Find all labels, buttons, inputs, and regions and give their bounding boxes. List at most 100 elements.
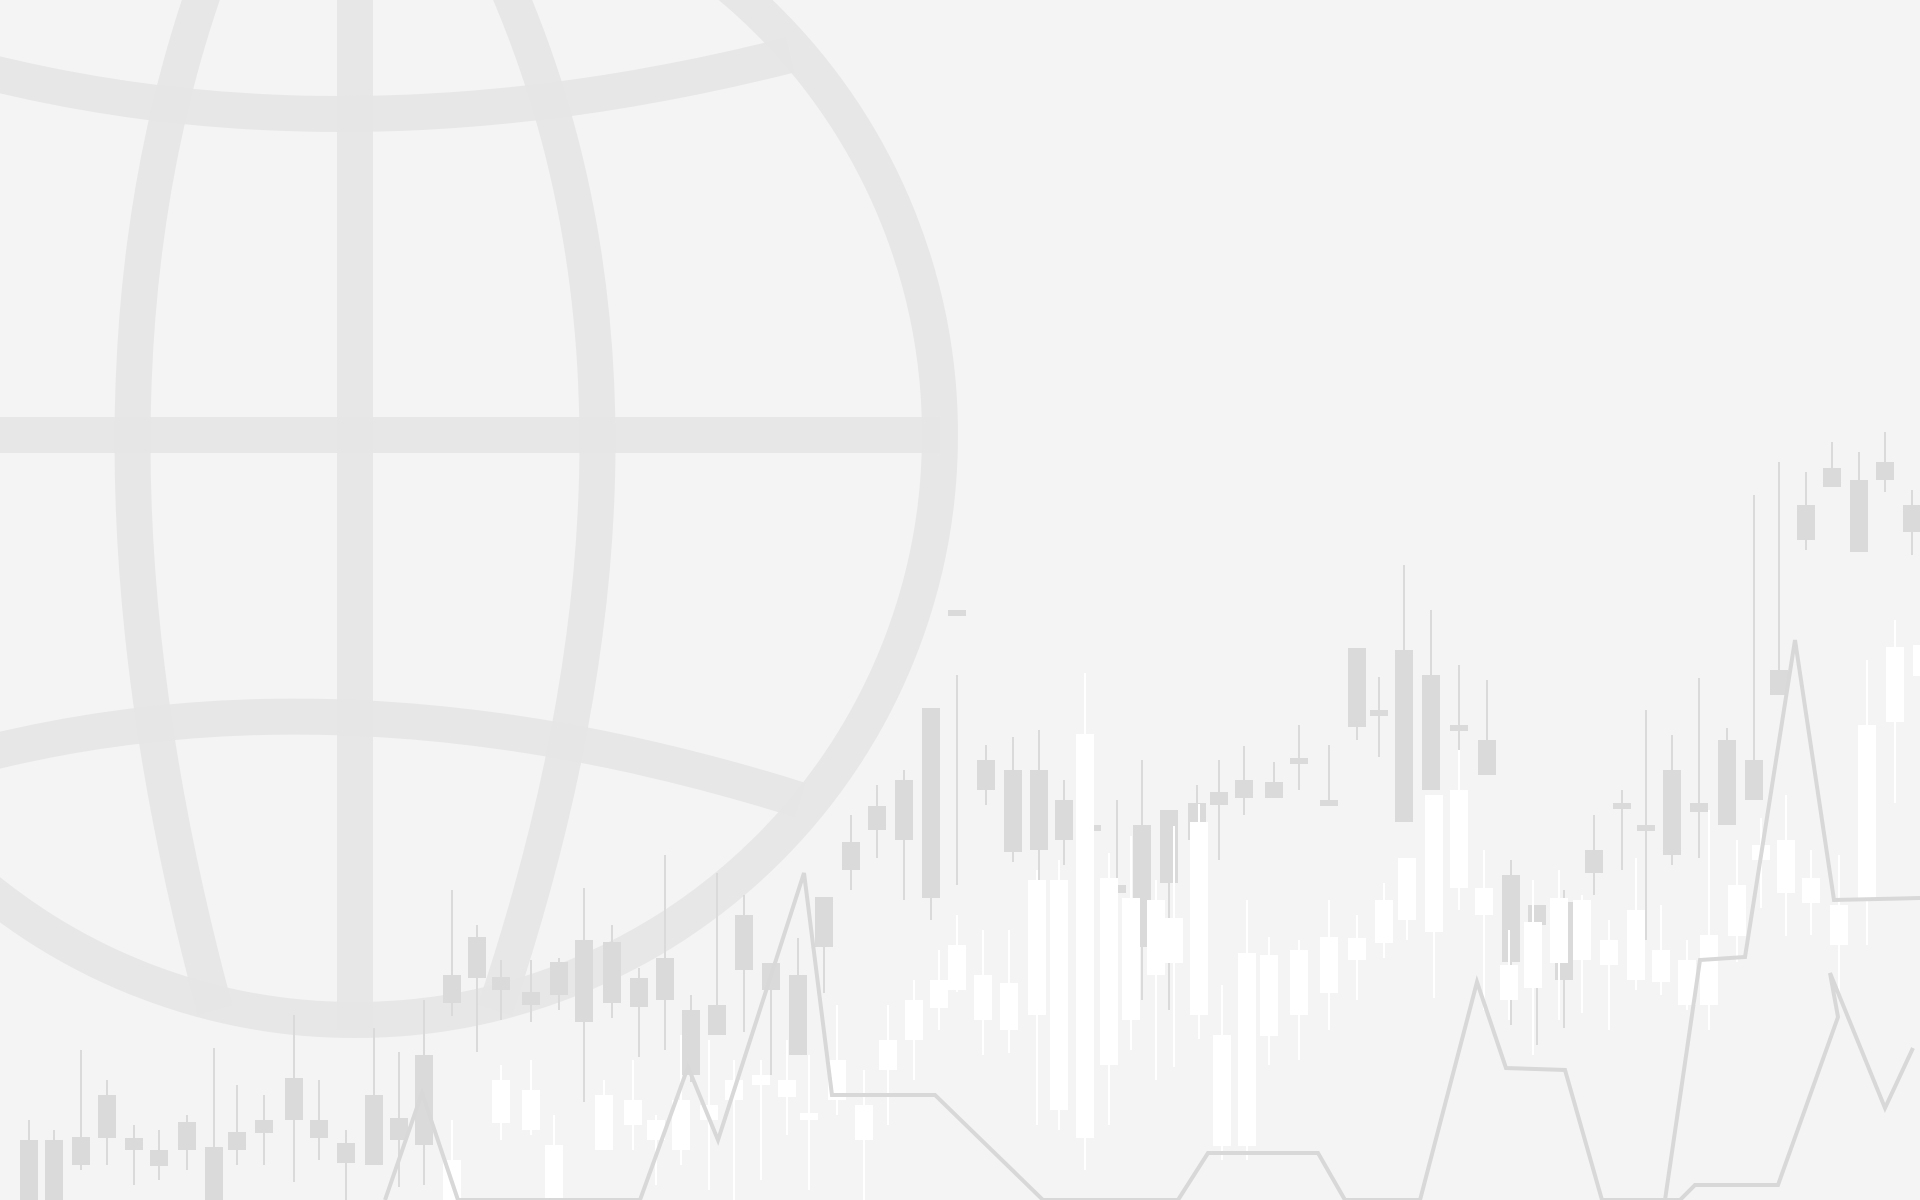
candlestick (1076, 673, 1094, 1170)
white-candles (443, 620, 1920, 1200)
candle-body (624, 1100, 642, 1125)
candle-body (1678, 960, 1696, 1005)
candle-body (492, 1080, 510, 1123)
candlestick (1637, 710, 1655, 940)
candle-body (1850, 480, 1868, 552)
candle-body (125, 1138, 143, 1150)
candle-body (522, 1090, 540, 1130)
candle-body (815, 897, 833, 947)
candlestick (752, 1060, 770, 1180)
candle-body (337, 1143, 355, 1163)
candlestick (72, 1050, 90, 1170)
candlestick (603, 925, 621, 1018)
candle-body (1260, 955, 1278, 1036)
candlestick (1348, 915, 1366, 1000)
candle-body (310, 1120, 328, 1138)
candlestick (1235, 746, 1253, 815)
candlestick (672, 1035, 690, 1165)
candlestick (624, 1060, 642, 1150)
candlestick (855, 1070, 873, 1200)
candle-body (922, 708, 940, 898)
candle-body (1770, 670, 1788, 695)
candle-body (895, 780, 913, 840)
candlestick (1663, 735, 1681, 865)
candle-body (1210, 792, 1228, 805)
candle-body (1395, 650, 1413, 822)
candle-body (1100, 878, 1118, 1065)
candle-body (905, 1000, 923, 1040)
candle-body (1028, 880, 1046, 1015)
candlestick (1678, 940, 1696, 1010)
candle-body (977, 760, 995, 790)
candlestick (1450, 750, 1468, 910)
candlestick (930, 950, 948, 1030)
candle-body (468, 937, 486, 978)
candlestick (1500, 930, 1518, 1020)
candle-body (390, 1118, 408, 1140)
candlestick (125, 1125, 143, 1185)
candlestick (948, 610, 966, 885)
candle-body (1030, 770, 1048, 850)
candle-body (1777, 840, 1795, 893)
candlestick (1395, 565, 1413, 822)
candlestick (550, 958, 568, 1010)
candlestick (1122, 836, 1140, 1050)
candle-body (255, 1120, 273, 1133)
candlestick (1600, 920, 1618, 1030)
globe-parallel (0, 37, 795, 132)
gray-candles (20, 432, 1920, 1200)
candle-body (1000, 983, 1018, 1030)
candle-body (1585, 850, 1603, 873)
candle-body (205, 1147, 223, 1200)
globe-parallel (0, 698, 806, 818)
candlestick (1265, 762, 1283, 798)
candlestick (228, 1085, 246, 1165)
candlestick (1886, 620, 1904, 803)
candlestick (178, 1115, 196, 1170)
candlestick (789, 938, 807, 1055)
candle-body (1290, 950, 1308, 1015)
candlestick (492, 1065, 510, 1140)
candlestick (1055, 780, 1073, 865)
candle-body (1450, 725, 1468, 731)
candle-body (1858, 725, 1876, 898)
candlestick (20, 1120, 38, 1200)
candlestick (492, 960, 510, 1020)
candle-body (1235, 780, 1253, 798)
candlestick (1100, 853, 1118, 1125)
candle-body (575, 940, 593, 1022)
candlestick (1050, 860, 1068, 1130)
candlestick (948, 915, 966, 992)
candle-body (550, 962, 568, 995)
candle-body (1627, 910, 1645, 980)
candle-body (1652, 950, 1670, 982)
candle-body (735, 915, 753, 970)
candlestick (1210, 760, 1228, 860)
candle-body (1478, 740, 1496, 775)
candle-body (1290, 758, 1308, 764)
candlestick (974, 930, 992, 1055)
candle-body (1903, 505, 1920, 532)
candlestick (1475, 850, 1493, 1010)
candle-body (1690, 803, 1708, 812)
candlestick (1802, 850, 1820, 935)
candle-body (752, 1075, 770, 1085)
candle-body (855, 1105, 873, 1140)
candlestick (1876, 432, 1894, 492)
candle-body (1238, 953, 1256, 1146)
candlestick (1000, 930, 1018, 1053)
candle-body (800, 1113, 818, 1120)
candle-body (365, 1095, 383, 1165)
candle-body (1076, 734, 1094, 1138)
candlestick (1290, 725, 1308, 790)
candle-body (1160, 810, 1178, 883)
candlestick (1320, 900, 1338, 1030)
candlestick (98, 1080, 116, 1165)
candle-body (1320, 800, 1338, 806)
candle-body (1876, 462, 1894, 480)
globe-icon (0, 0, 958, 1038)
candlestick (879, 1005, 897, 1125)
candle-body (1475, 888, 1493, 915)
candle-body (1797, 505, 1815, 540)
candle-body (1600, 940, 1618, 965)
